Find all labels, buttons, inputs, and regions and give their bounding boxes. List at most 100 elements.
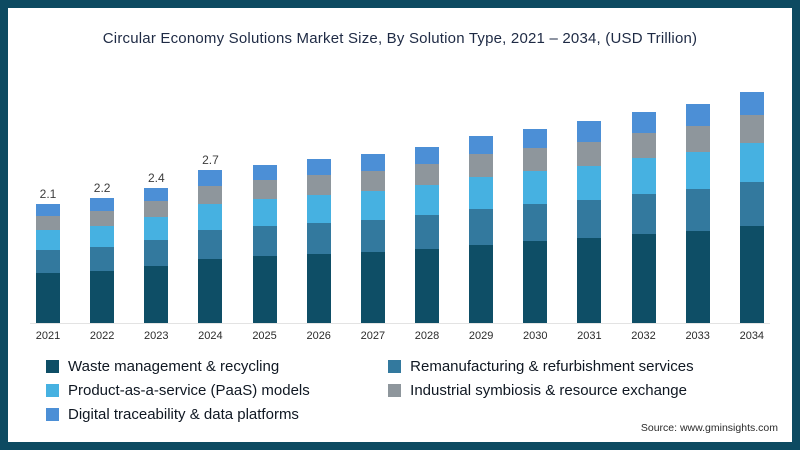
- x-axis-label: 2026: [306, 330, 331, 342]
- bar-group: 2.2: [84, 181, 120, 323]
- x-axis-label: 2028: [414, 330, 440, 342]
- bar-segment: [469, 136, 494, 154]
- bar-group: 2.1: [30, 187, 66, 323]
- legend-label: Product-as-a-service (PaaS) models: [68, 382, 310, 399]
- bar-chart: 2.1 2.2 2.4 2.7: [30, 73, 770, 324]
- x-axis-labels: 2021 2022 2023 2024 2025 2026 2027 2028 2029 2030…: [30, 330, 770, 342]
- bar-segment: [685, 231, 710, 323]
- bar-segment: [252, 165, 277, 180]
- bar-segment: [631, 194, 656, 234]
- legend-swatch-icon: [388, 384, 402, 397]
- legend-item: Digital traceability & data platforms: [46, 406, 388, 423]
- stacked-bar: [685, 104, 710, 323]
- bar-segment: [306, 175, 331, 195]
- x-axis-label: 2022: [89, 330, 115, 342]
- legend-item: Industrial symbiosis & resource exchange: [388, 382, 774, 399]
- stacked-bar: [252, 165, 277, 323]
- bar-group: 2.7: [192, 153, 228, 323]
- legend-swatch-icon: [46, 360, 59, 373]
- bar-segment: [360, 252, 385, 323]
- source-attribution: Source: www.gminsights.com: [640, 422, 778, 434]
- bar-segment: [577, 238, 602, 323]
- bar-segment: [685, 126, 710, 152]
- bar-segment: [739, 115, 764, 143]
- bar-segment: [414, 249, 439, 323]
- bar-segment: [252, 256, 277, 323]
- bar-group: [355, 137, 391, 323]
- stacked-bar: [523, 129, 548, 323]
- bar-segment: [36, 273, 60, 323]
- bar-group: [571, 104, 607, 323]
- bar-segment: [36, 204, 60, 216]
- bar-segment: [198, 170, 223, 186]
- bar-value-label: 2.1: [39, 187, 57, 201]
- legend-label: Remanufacturing & refurbishment services: [410, 358, 694, 375]
- stacked-bar: [198, 170, 223, 323]
- legend-item: Remanufacturing & refurbishment services: [388, 358, 774, 375]
- bar-segment: [577, 166, 602, 200]
- bar-segment: [685, 189, 710, 231]
- bar-segment: [252, 199, 277, 226]
- stacked-bar: [631, 112, 656, 323]
- x-axis-label: 2021: [35, 330, 61, 342]
- bar-segment: [414, 164, 439, 185]
- bar-segment: [90, 247, 115, 271]
- bar-segment: [685, 104, 710, 126]
- bar-segment: [144, 188, 169, 201]
- bar-segment: [631, 112, 656, 133]
- bar-segment: [414, 147, 439, 164]
- bar-segment: [739, 226, 764, 323]
- bar-group: [626, 95, 662, 323]
- legend-label: Waste management & recycling: [68, 358, 280, 375]
- bar-segment: [90, 198, 115, 211]
- bar-segment: [198, 259, 223, 323]
- bar-group: [301, 142, 337, 323]
- bar-segment: [469, 177, 494, 209]
- bar-value-label: 2.7: [202, 153, 219, 167]
- bar-segment: [523, 171, 548, 204]
- bar-segment: [306, 159, 331, 175]
- bar-segment: [306, 223, 331, 254]
- bar-segment: [306, 254, 331, 323]
- x-axis-label: 2023: [144, 330, 169, 342]
- bar-segment: [90, 226, 115, 247]
- bar-segment: [360, 154, 385, 171]
- bar-segment: [36, 230, 60, 250]
- bar-segment: [631, 234, 656, 323]
- bar-segment: [36, 250, 60, 273]
- stacked-bar: [577, 121, 602, 323]
- stacked-bar: [144, 188, 169, 323]
- bar-segment: [360, 171, 385, 191]
- legend-label: Industrial symbiosis & resource exchange: [410, 382, 687, 399]
- x-axis-label: 2030: [523, 330, 548, 342]
- bar-segment: [631, 158, 656, 194]
- bar-segment: [36, 216, 60, 230]
- bar-segment: [577, 121, 602, 142]
- bar-segment: [144, 217, 169, 240]
- stacked-bar: [306, 159, 331, 323]
- bar-segment: [252, 180, 277, 199]
- stacked-bar: [469, 136, 494, 323]
- x-axis-label: 2024: [198, 330, 223, 342]
- bar-segment: [523, 148, 548, 171]
- bar-segment: [523, 204, 548, 241]
- legend-item: Waste management & recycling: [46, 358, 388, 375]
- stacked-bar: [90, 198, 115, 323]
- bar-segment: [198, 230, 223, 259]
- bar-segment: [144, 201, 169, 217]
- bar-group: [680, 87, 716, 323]
- x-axis-label: 2025: [252, 330, 277, 342]
- bar-value-label: 2.4: [147, 171, 165, 185]
- bar-segment: [198, 204, 223, 230]
- bar-segment: [685, 152, 710, 189]
- stacked-bar: [739, 92, 764, 323]
- bar-group: [517, 112, 553, 323]
- bar-segment: [739, 143, 764, 182]
- legend-label: Digital traceability & data platforms: [68, 406, 299, 423]
- bar-segment: [414, 215, 439, 249]
- bar-segment: [577, 142, 602, 166]
- x-axis-label: 2029: [468, 330, 494, 342]
- stacked-bar: [360, 154, 385, 323]
- legend-item: Product-as-a-service (PaaS) models: [46, 382, 388, 399]
